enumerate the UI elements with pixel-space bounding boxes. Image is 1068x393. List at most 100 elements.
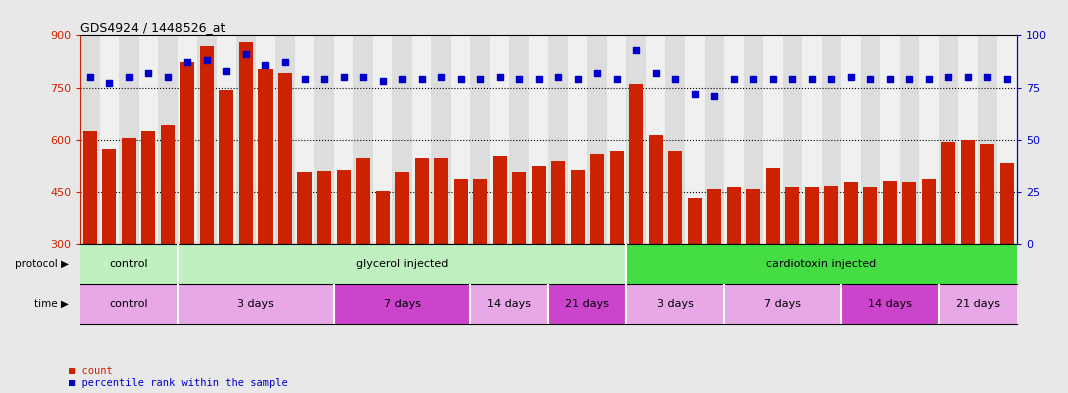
Bar bbox=[863, 187, 878, 244]
Bar bbox=[648, 135, 663, 244]
Point bbox=[881, 76, 898, 82]
Bar bbox=[219, 90, 234, 244]
Point bbox=[452, 76, 469, 82]
Text: 3 days: 3 days bbox=[657, 299, 694, 309]
Bar bbox=[763, 35, 783, 244]
Bar bbox=[376, 191, 390, 244]
Bar bbox=[1000, 163, 1014, 244]
Bar bbox=[509, 35, 529, 244]
Point bbox=[159, 74, 176, 80]
Bar bbox=[431, 35, 451, 244]
Bar bbox=[627, 35, 646, 244]
Bar bbox=[141, 131, 156, 244]
Bar bbox=[824, 185, 838, 244]
Bar bbox=[177, 284, 334, 324]
Bar bbox=[451, 35, 470, 244]
Text: protocol ▶: protocol ▶ bbox=[15, 259, 68, 269]
Point bbox=[393, 76, 410, 82]
Point bbox=[81, 74, 98, 80]
Point bbox=[725, 76, 742, 82]
Point bbox=[237, 51, 254, 57]
Bar bbox=[177, 244, 627, 284]
Bar bbox=[354, 35, 373, 244]
Bar bbox=[549, 35, 568, 244]
Point bbox=[121, 74, 138, 80]
Point bbox=[901, 76, 918, 82]
Bar bbox=[883, 181, 897, 244]
Bar bbox=[880, 35, 899, 244]
Point bbox=[999, 76, 1016, 82]
Bar bbox=[258, 69, 272, 244]
Bar bbox=[161, 125, 175, 244]
Bar bbox=[766, 168, 780, 244]
Bar bbox=[336, 170, 350, 244]
Bar bbox=[83, 131, 97, 244]
Bar bbox=[998, 35, 1017, 244]
Point bbox=[140, 70, 157, 76]
Bar bbox=[414, 158, 428, 244]
Bar bbox=[217, 35, 236, 244]
Bar bbox=[200, 46, 214, 244]
Point bbox=[296, 76, 313, 82]
Bar bbox=[591, 154, 604, 244]
Bar bbox=[902, 182, 916, 244]
Point bbox=[413, 76, 430, 82]
Bar bbox=[492, 156, 506, 244]
Text: ■ percentile rank within the sample: ■ percentile rank within the sample bbox=[69, 378, 288, 388]
Point bbox=[706, 93, 723, 99]
Point bbox=[335, 74, 352, 80]
Bar bbox=[490, 35, 509, 244]
Point bbox=[511, 76, 528, 82]
Point bbox=[257, 61, 274, 68]
Bar bbox=[470, 284, 549, 324]
Bar bbox=[939, 284, 1017, 324]
Bar bbox=[861, 35, 880, 244]
Bar bbox=[920, 35, 939, 244]
Bar bbox=[80, 35, 99, 244]
Text: 3 days: 3 days bbox=[237, 299, 274, 309]
Bar bbox=[120, 35, 139, 244]
Bar bbox=[977, 35, 998, 244]
Bar bbox=[180, 62, 194, 244]
Point bbox=[277, 59, 294, 66]
Point bbox=[491, 74, 508, 80]
Bar bbox=[314, 35, 334, 244]
Bar bbox=[570, 170, 584, 244]
Bar bbox=[532, 167, 546, 244]
Bar bbox=[610, 151, 624, 244]
Bar bbox=[629, 84, 643, 244]
Point bbox=[744, 76, 761, 82]
Text: time ▶: time ▶ bbox=[34, 299, 68, 309]
Bar bbox=[665, 35, 685, 244]
Bar bbox=[99, 35, 120, 244]
Point bbox=[959, 74, 976, 80]
Bar bbox=[103, 149, 116, 244]
Bar bbox=[587, 35, 607, 244]
Bar bbox=[607, 35, 627, 244]
Bar bbox=[158, 35, 177, 244]
Bar bbox=[80, 244, 177, 284]
Bar bbox=[298, 172, 312, 244]
Bar bbox=[958, 35, 977, 244]
Bar bbox=[785, 187, 799, 244]
Point bbox=[315, 76, 332, 82]
Text: 14 days: 14 days bbox=[868, 299, 912, 309]
Bar bbox=[373, 35, 392, 244]
Bar bbox=[551, 161, 565, 244]
Bar bbox=[454, 179, 468, 244]
Point bbox=[666, 76, 684, 82]
Bar bbox=[980, 144, 994, 244]
Bar bbox=[473, 179, 487, 244]
Text: 14 days: 14 days bbox=[487, 299, 532, 309]
Bar bbox=[961, 140, 975, 244]
Bar bbox=[821, 35, 842, 244]
Point bbox=[374, 78, 391, 84]
Point bbox=[687, 91, 704, 97]
Bar bbox=[356, 158, 371, 244]
Point bbox=[218, 68, 235, 74]
Text: ■ count: ■ count bbox=[69, 366, 113, 376]
Bar bbox=[395, 172, 409, 244]
Bar bbox=[513, 172, 527, 244]
Bar bbox=[707, 189, 721, 244]
Bar bbox=[236, 35, 255, 244]
